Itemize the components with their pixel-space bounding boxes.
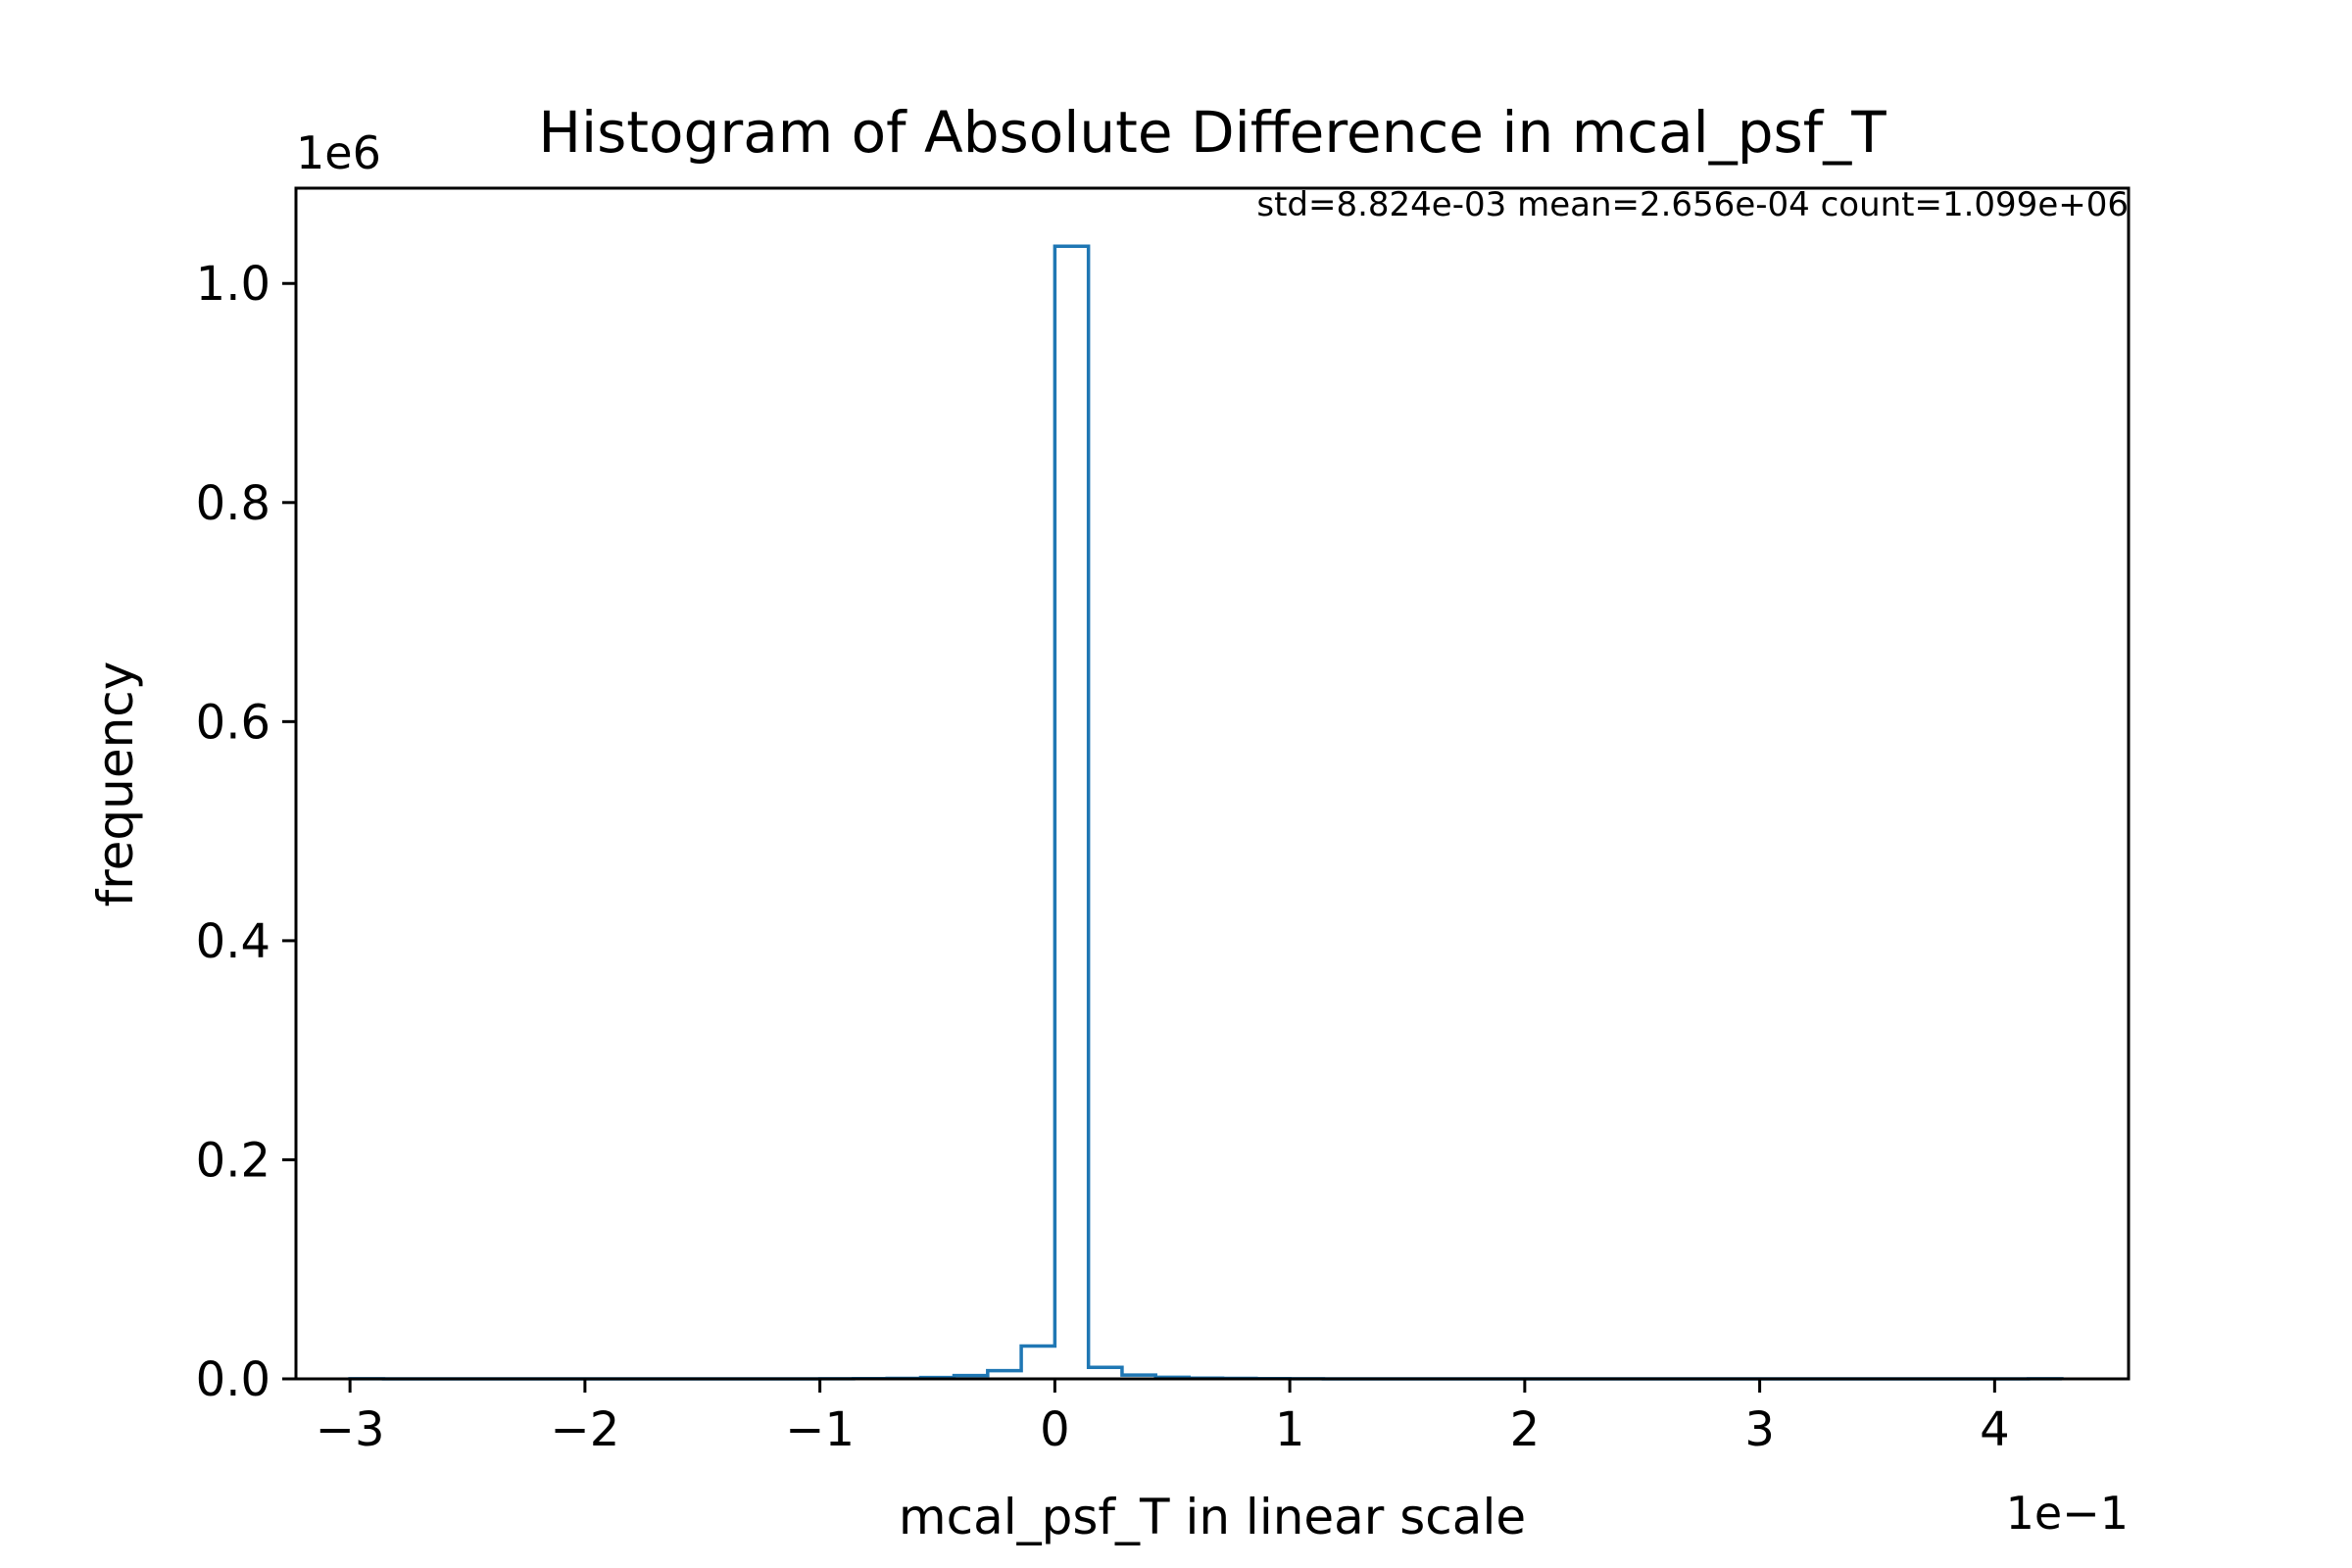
y-tick-label: 1.0 (196, 257, 270, 312)
x-tick-label: 0 (1040, 1402, 1070, 1457)
x-tick-label: 4 (1980, 1402, 2010, 1457)
axes-frame (294, 186, 2131, 1381)
y-tick-label: 0.6 (196, 695, 270, 750)
x-tick-label: −3 (316, 1402, 385, 1457)
y-tick-label: 0.4 (196, 914, 270, 969)
x-tick-label: −2 (551, 1402, 620, 1457)
x-ticks: −3 −2 −1 0 1 2 3 4 (316, 1379, 2010, 1457)
x-tick-label: 1 (1275, 1402, 1305, 1457)
y-tick-label: 0.8 (196, 476, 270, 531)
y-offset-label: 1e6 (296, 126, 381, 179)
x-tick-label: 2 (1510, 1402, 1541, 1457)
chart-title: Histogram of Absolute Difference in mcal… (538, 99, 1886, 166)
y-axis-label: frequency (87, 662, 144, 907)
stats-annotation: std=8.824e-03 mean=2.656e-04 count=1.099… (1256, 185, 2129, 224)
x-tick-label: 3 (1744, 1402, 1775, 1457)
y-tick-label: 0.0 (196, 1352, 270, 1407)
x-offset-label: 1e−1 (2006, 1487, 2129, 1540)
y-tick-label: 0.2 (196, 1133, 270, 1188)
y-ticks: 0.0 0.2 0.4 0.6 0.8 1.0 (196, 257, 296, 1407)
x-axis-label: mcal_psf_T in linear scale (899, 1489, 1526, 1545)
x-tick-label: −1 (785, 1402, 855, 1457)
